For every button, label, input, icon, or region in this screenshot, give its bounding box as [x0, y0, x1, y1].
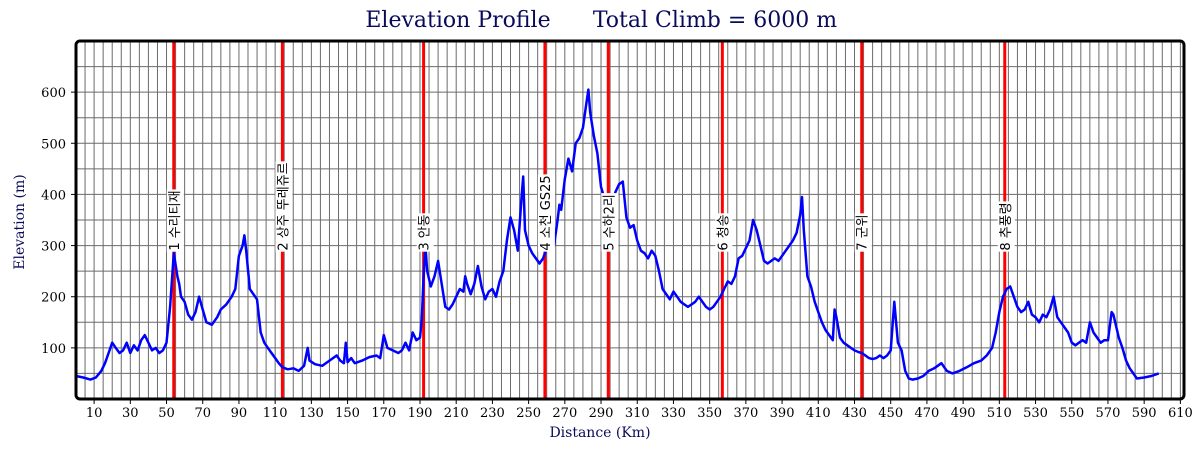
y-tick-label: 600 [41, 86, 66, 101]
checkpoint-label: 3 안동 [418, 214, 433, 250]
checkpoint-labels: 1 수리티재 2 상주 뚜레쥬르 3 안동 4 소천 GS25 5 수하2리 6 청송 7 … [166, 161, 1015, 252]
checkpoint-label-background [166, 189, 184, 252]
checkpoint-label: 4 소천 GS25 [539, 175, 554, 250]
y-tick-label: 400 [41, 188, 66, 203]
checkpoint-label: 1 수리티재 [168, 190, 183, 250]
x-axis-ticks: 10 30 50 70 90 110 130 150 170 190 210 230 250 270 290… [86, 399, 1193, 421]
x-tick-label: 370 [733, 406, 758, 421]
x-tick-label: 190 [408, 406, 433, 421]
y-axis-ticks: 100 200 300 400 500 600 [41, 86, 76, 357]
x-tick-label: 110 [263, 406, 288, 421]
x-tick-label: 130 [299, 406, 324, 421]
checkpoint-label-background [997, 201, 1015, 252]
y-tick-label: 200 [41, 291, 66, 306]
checkpoint-label: 2 상주 뚜레쥬르 [276, 162, 291, 250]
y-axis-label: Elevation (m) [12, 174, 28, 269]
x-tick-label: 530 [1023, 406, 1048, 421]
x-tick-label: 490 [951, 406, 976, 421]
x-tick-label: 610 [1168, 406, 1193, 421]
checkpoint-label: 5 수하2리 [602, 194, 617, 251]
y-tick-label: 300 [41, 240, 66, 255]
x-tick-label: 250 [516, 406, 541, 421]
x-tick-label: 450 [878, 406, 903, 421]
chart-title: Elevation Profile [365, 8, 550, 33]
checkpoint-label-background [715, 213, 733, 252]
x-tick-label: 90 [231, 406, 248, 421]
x-axis-label: Distance (Km) [549, 425, 650, 441]
x-tick-label: 30 [122, 406, 139, 421]
checkpoint-label-background [416, 213, 434, 252]
x-tick-label: 330 [661, 406, 686, 421]
x-tick-label: 290 [589, 406, 614, 421]
gridlines [76, 41, 1184, 399]
x-tick-label: 210 [444, 406, 469, 421]
y-tick-label: 100 [41, 342, 66, 357]
chart-subtitle: Total Climb = 6000 m [593, 8, 837, 33]
x-tick-label: 590 [1132, 406, 1157, 421]
x-tick-label: 470 [915, 406, 940, 421]
y-tick-label: 500 [41, 137, 66, 152]
plot-frame [74, 39, 1186, 401]
x-tick-label: 10 [86, 406, 103, 421]
checkpoint-label-background [275, 161, 293, 252]
checkpoint-label-background [537, 174, 555, 252]
x-tick-label: 430 [842, 406, 867, 421]
x-tick-label: 410 [806, 406, 831, 421]
x-tick-label: 570 [1096, 406, 1121, 421]
checkpoint-label-background [601, 193, 619, 252]
x-tick-label: 550 [1059, 406, 1084, 421]
checkpoint-label: 7 군위 [856, 214, 871, 250]
x-tick-label: 390 [770, 406, 795, 421]
checkpoint-label-background [854, 213, 872, 252]
x-tick-label: 70 [194, 406, 211, 421]
x-tick-label: 230 [480, 406, 505, 421]
checkpoint-label: 6 청송 [716, 214, 731, 250]
checkpoint-label: 8 추풍령 [999, 202, 1014, 250]
x-tick-label: 170 [371, 406, 396, 421]
x-tick-label: 270 [552, 406, 577, 421]
x-tick-label: 510 [987, 406, 1012, 421]
x-tick-label: 150 [335, 406, 360, 421]
x-tick-label: 50 [158, 406, 175, 421]
x-tick-label: 310 [625, 406, 650, 421]
x-tick-label: 350 [697, 406, 722, 421]
